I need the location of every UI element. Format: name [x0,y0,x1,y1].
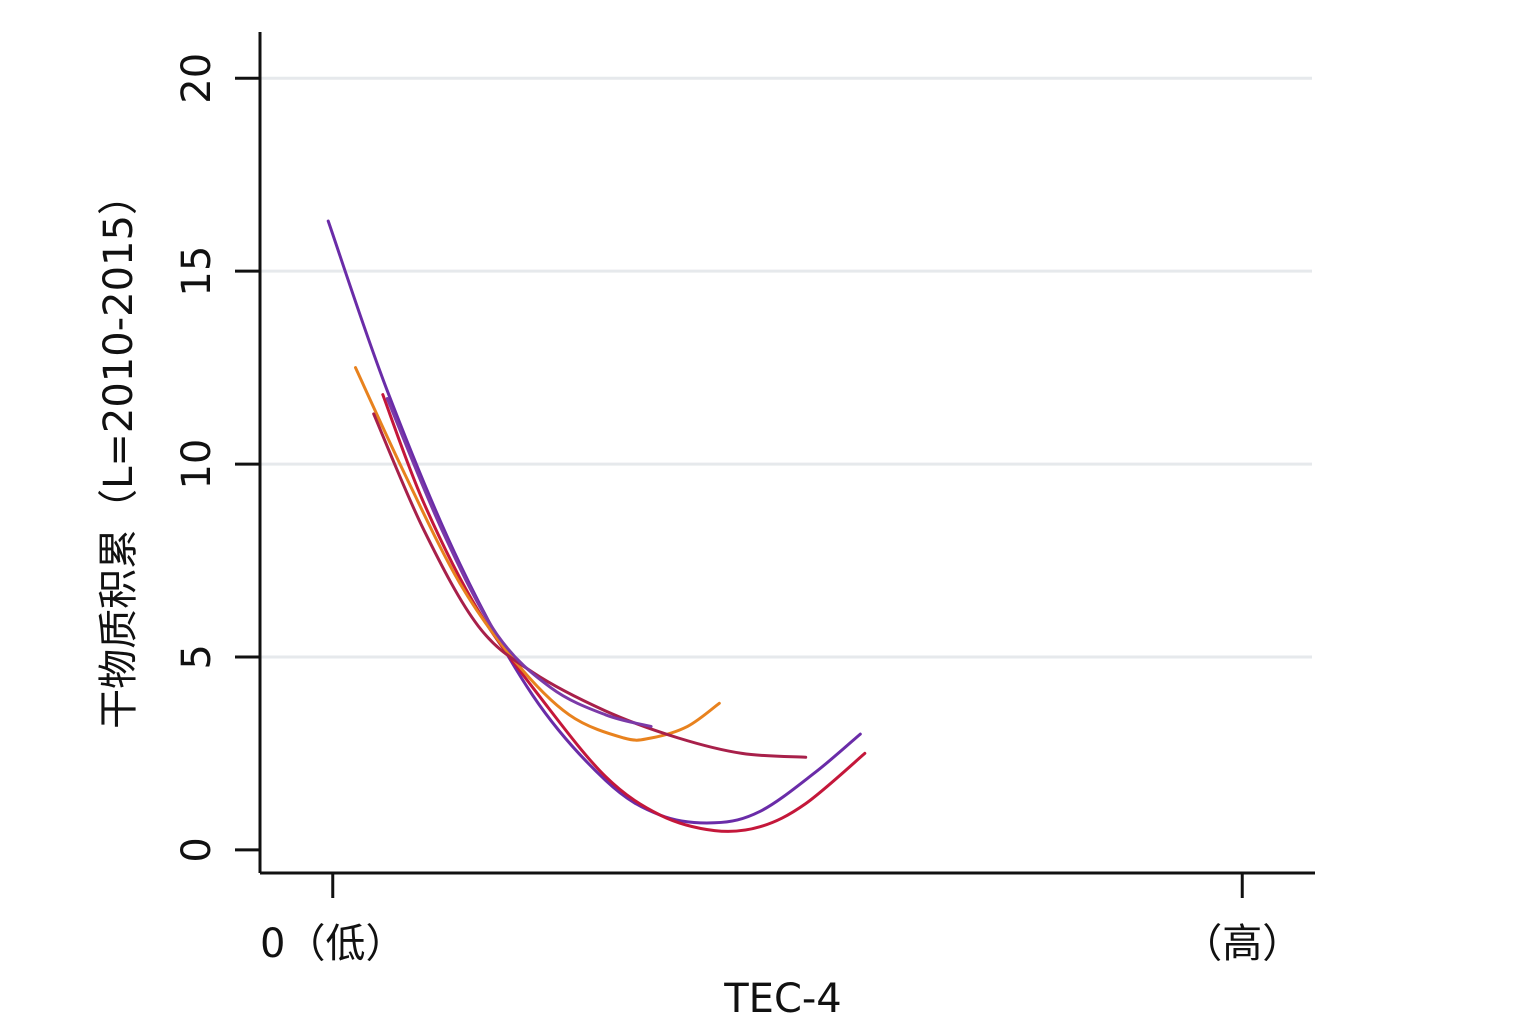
series-line-1 [326,219,862,825]
series-line-2 [381,393,867,833]
series-line-5 [385,397,653,728]
y-tick-label: 20 [174,53,220,104]
x-tick-label: 0（低） [260,921,405,967]
axes [235,32,1315,898]
y-tick-label: 15 [174,246,220,297]
series-lines [326,219,867,833]
y-tick-label: 0 [174,837,220,862]
x-tick-label: （高） [1182,921,1302,967]
y-tick-label: 10 [174,439,220,490]
series-line-3 [354,366,721,742]
y-tick-label: 5 [174,644,220,669]
y-axis-title: 干物质积累（L=2010-2015） [96,175,142,729]
series-line-4 [372,412,808,759]
x-axis-title: TEC-4 [723,976,842,1022]
tick-labels: 0 5 10 15 20 0（低） （高） [174,53,1302,967]
gridlines [260,76,1312,659]
